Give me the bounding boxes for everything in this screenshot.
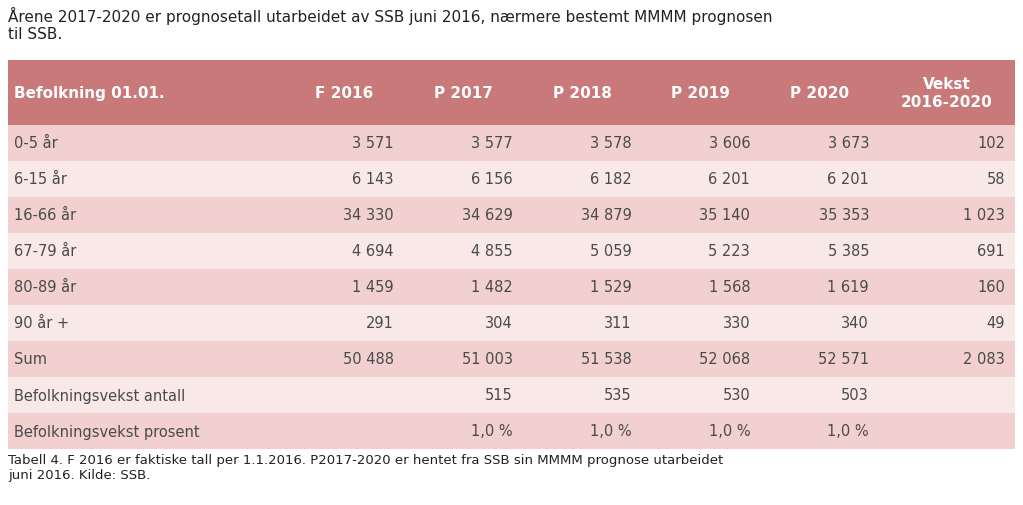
Text: 311: 311 bbox=[604, 316, 631, 331]
Text: 691: 691 bbox=[977, 244, 1005, 259]
Text: 3 606: 3 606 bbox=[709, 136, 750, 151]
Text: 1,0 %: 1,0 % bbox=[590, 424, 631, 439]
Text: 6 182: 6 182 bbox=[589, 172, 631, 187]
Text: 1 459: 1 459 bbox=[352, 280, 394, 295]
Text: 6-15 år: 6-15 år bbox=[14, 172, 66, 187]
Text: 3 577: 3 577 bbox=[471, 136, 513, 151]
Text: P 2020: P 2020 bbox=[790, 86, 849, 101]
Text: 50 488: 50 488 bbox=[343, 352, 394, 367]
Text: 5 059: 5 059 bbox=[589, 244, 631, 259]
Text: 1,0 %: 1,0 % bbox=[709, 424, 750, 439]
Text: 1 568: 1 568 bbox=[709, 280, 750, 295]
Text: 51 003: 51 003 bbox=[461, 352, 513, 367]
Text: Befolkningsvekst prosent: Befolkningsvekst prosent bbox=[14, 424, 199, 439]
Text: 515: 515 bbox=[485, 388, 513, 402]
Text: 535: 535 bbox=[604, 388, 631, 402]
Text: 1 619: 1 619 bbox=[828, 280, 870, 295]
Text: 3 673: 3 673 bbox=[828, 136, 870, 151]
Text: P 2018: P 2018 bbox=[552, 86, 612, 101]
Text: 4 855: 4 855 bbox=[471, 244, 513, 259]
Text: 16-66 år: 16-66 år bbox=[14, 208, 76, 223]
Text: 1 023: 1 023 bbox=[964, 208, 1005, 223]
Text: P 2019: P 2019 bbox=[671, 86, 730, 101]
Text: 1,0 %: 1,0 % bbox=[828, 424, 870, 439]
Text: 160: 160 bbox=[977, 280, 1005, 295]
Text: 6 201: 6 201 bbox=[828, 172, 870, 187]
Text: 2 083: 2 083 bbox=[964, 352, 1005, 367]
Text: 330: 330 bbox=[722, 316, 750, 331]
Text: 0-5 år: 0-5 år bbox=[14, 136, 57, 151]
Text: 52 571: 52 571 bbox=[818, 352, 870, 367]
Text: 5 385: 5 385 bbox=[828, 244, 870, 259]
Text: 5 223: 5 223 bbox=[709, 244, 750, 259]
Text: 34 629: 34 629 bbox=[461, 208, 513, 223]
Text: Befolkningsvekst antall: Befolkningsvekst antall bbox=[14, 388, 185, 402]
Text: 6 156: 6 156 bbox=[471, 172, 513, 187]
Text: 1,0 %: 1,0 % bbox=[471, 424, 513, 439]
Text: F 2016: F 2016 bbox=[315, 86, 373, 101]
Text: 1 529: 1 529 bbox=[589, 280, 631, 295]
Text: 34 879: 34 879 bbox=[580, 208, 631, 223]
Text: 530: 530 bbox=[722, 388, 750, 402]
Text: 102: 102 bbox=[977, 136, 1005, 151]
Text: 35 353: 35 353 bbox=[818, 208, 870, 223]
Text: 80-89 år: 80-89 år bbox=[14, 280, 77, 295]
Text: Sum: Sum bbox=[14, 352, 47, 367]
Text: 304: 304 bbox=[485, 316, 513, 331]
Text: 340: 340 bbox=[841, 316, 870, 331]
Text: 34 330: 34 330 bbox=[343, 208, 394, 223]
Text: 52 068: 52 068 bbox=[699, 352, 750, 367]
Text: 49: 49 bbox=[986, 316, 1005, 331]
Text: 58: 58 bbox=[986, 172, 1005, 187]
Text: 1 482: 1 482 bbox=[471, 280, 513, 295]
Text: 291: 291 bbox=[366, 316, 394, 331]
Text: Årene 2017-2020 er prognosetall utarbeidet av SSB juni 2016, nærmere bestemt MMM: Årene 2017-2020 er prognosetall utarbeid… bbox=[8, 7, 772, 42]
Text: 503: 503 bbox=[841, 388, 870, 402]
Text: 90 år +: 90 år + bbox=[14, 316, 70, 331]
Text: 3 571: 3 571 bbox=[352, 136, 394, 151]
Text: 6 201: 6 201 bbox=[708, 172, 750, 187]
Text: 3 578: 3 578 bbox=[590, 136, 631, 151]
Text: 4 694: 4 694 bbox=[352, 244, 394, 259]
Text: 51 538: 51 538 bbox=[581, 352, 631, 367]
Text: Befolkning 01.01.: Befolkning 01.01. bbox=[14, 86, 165, 101]
Text: Tabell 4. F 2016 er faktiske tall per 1.1.2016. P2017-2020 er hentet fra SSB sin: Tabell 4. F 2016 er faktiske tall per 1.… bbox=[8, 453, 723, 481]
Text: Vekst
2016-2020: Vekst 2016-2020 bbox=[901, 77, 993, 110]
Text: 35 140: 35 140 bbox=[700, 208, 750, 223]
Text: P 2017: P 2017 bbox=[434, 86, 493, 101]
Text: 6 143: 6 143 bbox=[352, 172, 394, 187]
Text: 67-79 år: 67-79 år bbox=[14, 244, 77, 259]
